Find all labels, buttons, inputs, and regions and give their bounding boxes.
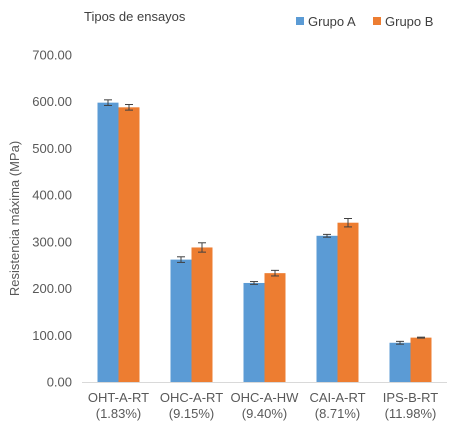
x-category-label: IPS-B-RT: [383, 390, 438, 405]
bar-grupo-a: [389, 342, 411, 382]
y-axis-ticks: 0.00 100.00 200.00 300.00 400.00 500.00 600.00…: [32, 48, 72, 390]
y-tick-label: 200.00: [32, 281, 72, 296]
legend-label: Grupo B: [385, 14, 433, 29]
x-axis-labels: OHT-A-RT(1.83%) OHC-A-RT(9.15%) OHC-A-HW(9…: [88, 390, 438, 421]
x-category-label: OHC-A-HW: [231, 390, 300, 405]
x-category-label: (9.15%): [169, 406, 215, 421]
bar-grupo-b: [410, 337, 432, 382]
x-category-label: (11.98%): [385, 406, 437, 421]
error-bar: [125, 104, 133, 111]
bar-grupo-b: [337, 222, 359, 382]
chart-title: Tipos de ensayos: [84, 9, 186, 24]
x-category-label: OHC-A-RT: [160, 390, 223, 405]
y-tick-label: 300.00: [32, 234, 72, 249]
bar-grupo-a: [97, 102, 119, 383]
x-category-label: OHT-A-RT: [88, 390, 149, 405]
bar-grupo-a: [243, 282, 265, 382]
legend-label: Grupo A: [308, 14, 356, 29]
bar-grupo-b: [118, 107, 140, 382]
error-bar: [323, 233, 331, 238]
legend-item: Grupo B: [373, 14, 433, 29]
error-bar: [177, 256, 185, 263]
y-tick-label: 600.00: [32, 94, 72, 109]
y-tick-label: 500.00: [32, 141, 72, 156]
bar-grupo-a: [170, 259, 192, 382]
legend-swatch: [373, 17, 381, 25]
x-category-label: (8.71%): [315, 406, 361, 421]
x-category-label: (9.40%): [242, 406, 288, 421]
error-bar: [344, 218, 352, 228]
error-bar: [104, 99, 112, 106]
y-tick-label: 700.00: [32, 48, 72, 63]
y-axis-title: Resistencia máxima (MPa): [7, 141, 22, 296]
error-bar: [396, 340, 404, 345]
legend-item: Grupo A: [296, 14, 356, 29]
error-bar: [417, 336, 425, 339]
bar-grupo-b: [264, 273, 286, 382]
legend-swatch: [296, 17, 304, 25]
x-category-label: CAI-A-RT: [309, 390, 365, 405]
error-bar: [250, 281, 258, 285]
error-bar: [198, 242, 206, 253]
y-tick-label: 400.00: [32, 188, 72, 203]
x-category-label: (1.83%): [96, 406, 142, 421]
legend: Grupo A Grupo B: [296, 14, 433, 29]
bar-grupo-b: [191, 247, 213, 382]
y-tick-label: 0.00: [47, 375, 72, 390]
bar-grupo-a: [316, 235, 338, 382]
y-tick-label: 100.00: [32, 328, 72, 343]
error-bar: [271, 269, 279, 277]
bars: [97, 99, 432, 383]
